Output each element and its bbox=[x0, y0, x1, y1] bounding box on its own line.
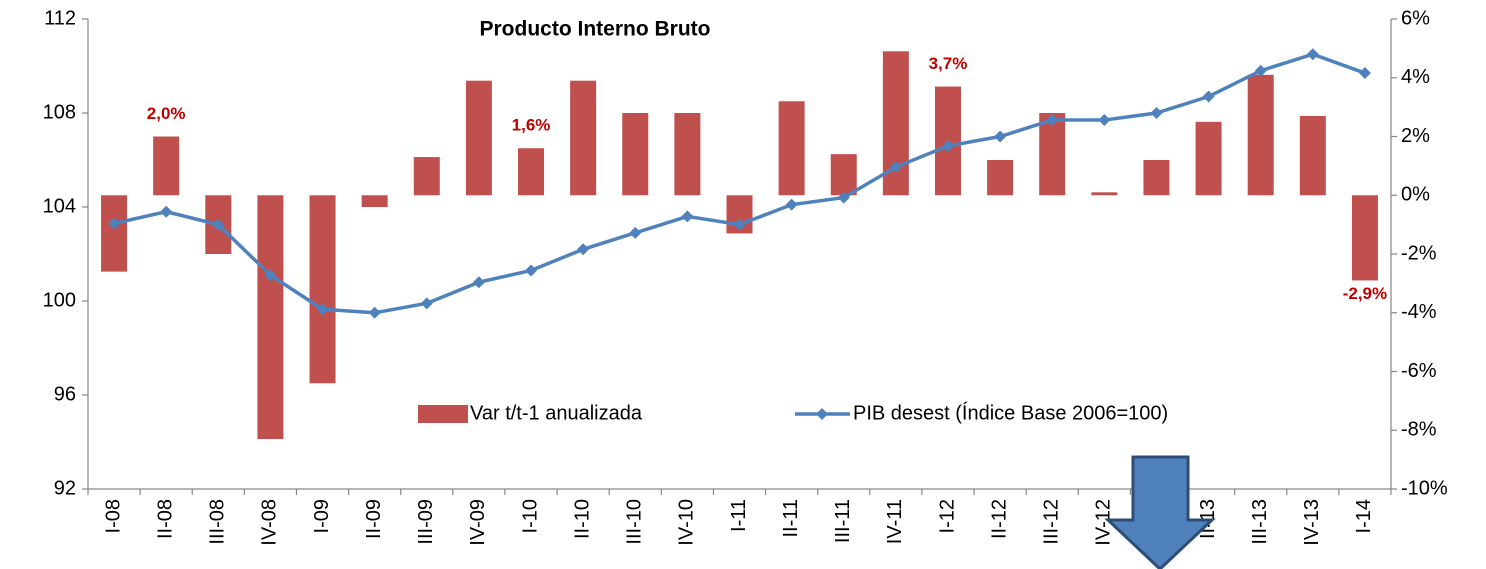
marker bbox=[629, 226, 642, 239]
marker bbox=[837, 191, 850, 204]
data-label: -2,9% bbox=[1343, 284, 1387, 303]
marker bbox=[525, 264, 538, 277]
marker bbox=[368, 306, 381, 319]
x-tick-label: II-09 bbox=[363, 499, 385, 539]
bar bbox=[1091, 192, 1118, 196]
x-tick-label: I-14 bbox=[1353, 499, 1375, 533]
x-tick-label: II-11 bbox=[780, 499, 802, 538]
legend-marker bbox=[816, 408, 828, 420]
marker bbox=[1098, 114, 1111, 127]
data-label: 3,7% bbox=[929, 54, 968, 73]
bar bbox=[518, 148, 545, 196]
bar bbox=[622, 113, 649, 196]
x-tick-label: IV-11 bbox=[884, 499, 906, 544]
bar bbox=[1299, 115, 1326, 196]
bar bbox=[465, 80, 492, 196]
x-tick-label: IV-12 bbox=[1093, 499, 1115, 546]
legend-swatch bbox=[418, 405, 468, 423]
arrow-annotation bbox=[1104, 455, 1216, 569]
marker bbox=[472, 276, 485, 289]
y2-tick-label: -8% bbox=[1401, 419, 1437, 441]
down-arrow bbox=[1104, 455, 1216, 569]
marker bbox=[1046, 114, 1059, 127]
x-tick-label: I-09 bbox=[311, 499, 333, 533]
marker bbox=[212, 218, 225, 231]
y2-tick-label: -10% bbox=[1401, 477, 1448, 499]
x-tick-label: I-10 bbox=[519, 499, 541, 533]
x-tick-label: I-12 bbox=[936, 499, 958, 533]
y-tick-label: 96 bbox=[54, 383, 76, 405]
x-tick-label: I-08 bbox=[102, 499, 124, 533]
x-tick-label: III-11 bbox=[832, 499, 854, 543]
y2-tick-label: 6% bbox=[1401, 7, 1430, 29]
marker bbox=[160, 205, 173, 218]
bar bbox=[778, 101, 805, 196]
bar bbox=[1143, 160, 1170, 196]
y2-tick-label: -6% bbox=[1401, 360, 1437, 382]
y2-tick-label: 2% bbox=[1401, 125, 1430, 147]
bar bbox=[309, 195, 336, 384]
y-tick-label: 108 bbox=[43, 101, 76, 123]
marker bbox=[1254, 64, 1267, 77]
y2-tick-label: -2% bbox=[1401, 242, 1437, 264]
x-tick-label: III-10 bbox=[624, 499, 646, 545]
marker bbox=[994, 130, 1007, 143]
bar bbox=[1039, 113, 1066, 196]
bar bbox=[674, 113, 701, 196]
marker bbox=[941, 139, 954, 152]
bar bbox=[257, 195, 284, 440]
x-tick-label: IV-08 bbox=[259, 499, 281, 546]
marker bbox=[733, 218, 746, 231]
marker bbox=[420, 297, 433, 310]
x-tick-label: I-11 bbox=[728, 499, 750, 532]
bar bbox=[361, 195, 388, 207]
line bbox=[113, 52, 1366, 315]
marker bbox=[1306, 48, 1319, 61]
marker bbox=[316, 303, 329, 316]
x-tick-label: III-13 bbox=[1249, 499, 1271, 545]
y-tick-label: 112 bbox=[44, 7, 76, 29]
marker bbox=[681, 210, 694, 223]
data-label: 2,0% bbox=[147, 104, 186, 123]
bar bbox=[1195, 121, 1222, 196]
y2-tick-label: 0% bbox=[1401, 184, 1430, 206]
marker bbox=[1150, 107, 1163, 119]
bar bbox=[830, 154, 857, 196]
legend-label: PIB desest (Índice Base 2006=100) bbox=[853, 401, 1168, 424]
chart-title: Producto Interno Bruto bbox=[480, 18, 711, 41]
y-tick-label: 100 bbox=[43, 289, 76, 311]
x-tick-label: II-10 bbox=[571, 499, 593, 539]
bar bbox=[413, 157, 440, 196]
x-tick-label: IV-13 bbox=[1301, 499, 1323, 546]
x-tick-label: II-08 bbox=[154, 499, 176, 539]
y-tick-label: 104 bbox=[43, 195, 76, 217]
marker bbox=[1358, 67, 1371, 80]
bar bbox=[570, 80, 597, 196]
bar bbox=[153, 136, 180, 196]
bar bbox=[1351, 195, 1378, 281]
y-tick-label: 92 bbox=[54, 477, 76, 499]
marker bbox=[785, 198, 798, 211]
x-tick-label: III-12 bbox=[1041, 499, 1063, 545]
x-tick-label: III-09 bbox=[415, 499, 437, 545]
y2-tick-label: 4% bbox=[1401, 66, 1430, 88]
marker bbox=[1202, 90, 1215, 103]
bar bbox=[987, 160, 1014, 196]
data-label: 1,6% bbox=[512, 116, 551, 135]
marker bbox=[889, 161, 902, 174]
x-tick-label: III-08 bbox=[207, 499, 229, 545]
marker bbox=[108, 217, 121, 230]
marker bbox=[264, 269, 277, 282]
y2-tick-label: -4% bbox=[1401, 301, 1437, 323]
marker bbox=[577, 243, 590, 256]
x-tick-label: IV-10 bbox=[676, 499, 698, 546]
x-tick-label: II-12 bbox=[988, 499, 1010, 539]
legend-label: Var t/t-1 anualizada bbox=[470, 402, 643, 424]
x-tick-label: IV-09 bbox=[467, 499, 489, 546]
bar bbox=[101, 195, 128, 272]
bar bbox=[1247, 74, 1274, 196]
